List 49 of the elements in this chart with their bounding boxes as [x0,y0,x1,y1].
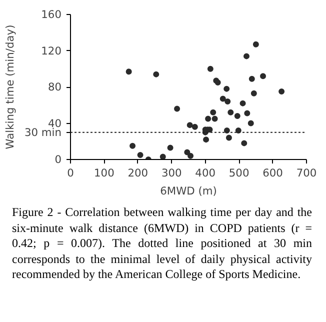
point [243,53,250,60]
point [226,134,232,141]
point [224,98,231,104]
point [137,152,144,158]
point [224,86,230,92]
y-tick-label: 0 [54,153,62,166]
point [130,142,136,149]
point [252,41,259,48]
x-tick-label: 300 [161,166,182,180]
point [192,124,198,130]
point [241,140,248,146]
point [240,100,246,106]
point [235,128,242,134]
x-tick-label: 200 [128,166,148,180]
point [174,106,180,112]
point [224,128,230,134]
point [220,96,226,102]
point [186,122,193,128]
point [228,109,234,116]
y-tick-label: 160 [41,8,62,21]
point [244,110,250,116]
point [205,116,212,122]
point [126,68,132,75]
x-axis-title: 6MWD (m) [160,184,217,198]
x-tick-label: 400 [195,166,216,180]
point [248,76,255,82]
point [260,73,266,80]
point [250,90,257,96]
point [160,154,166,160]
point [212,116,218,122]
x-tick-label: 100 [94,166,115,180]
x-tick-label: 0 [67,166,74,180]
x-tick-label: 500 [228,166,250,180]
y-tick-label: 80 [48,80,62,94]
x-tick-label: 600 [262,166,284,180]
point [153,71,160,78]
point [210,109,216,116]
point [278,88,285,95]
point [184,149,190,156]
point [167,144,174,151]
point [207,66,214,72]
point [188,152,194,159]
point [203,136,210,143]
caption: Figure 2 - Correlation between walking time per day and the six-minute walk distance (6MWD) in COPD patients (r = 0.42; p = 0.007). The dotted line positioned at 30 min corresponds to the minimal level of daily physical activity recommended by the American College of Sports Medicine. [12,205,312,283]
point [234,113,240,119]
y-tick-label: 120 [41,44,62,58]
point [248,120,254,126]
y-axis-title: Walking time (min/day) [3,24,16,150]
x-tick-label: 700 [296,166,317,180]
